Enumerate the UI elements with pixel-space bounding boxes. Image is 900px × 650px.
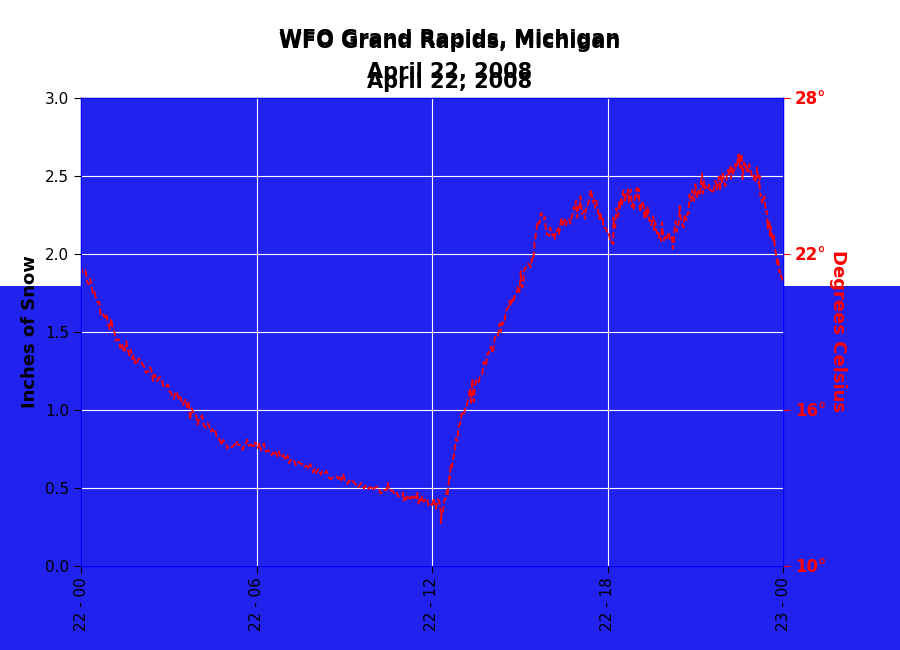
Y-axis label: Degrees Celsius: Degrees Celsius xyxy=(829,250,847,413)
Text: WFO Grand Rapids, Michigan: WFO Grand Rapids, Michigan xyxy=(279,29,621,49)
Y-axis label: Inches of Snow: Inches of Snow xyxy=(22,255,40,408)
Text: WFO Grand Rapids, Michigan: WFO Grand Rapids, Michigan xyxy=(279,32,621,53)
Text: April 22, 2008: April 22, 2008 xyxy=(367,72,533,92)
Text: April 22, 2008: April 22, 2008 xyxy=(367,62,533,82)
